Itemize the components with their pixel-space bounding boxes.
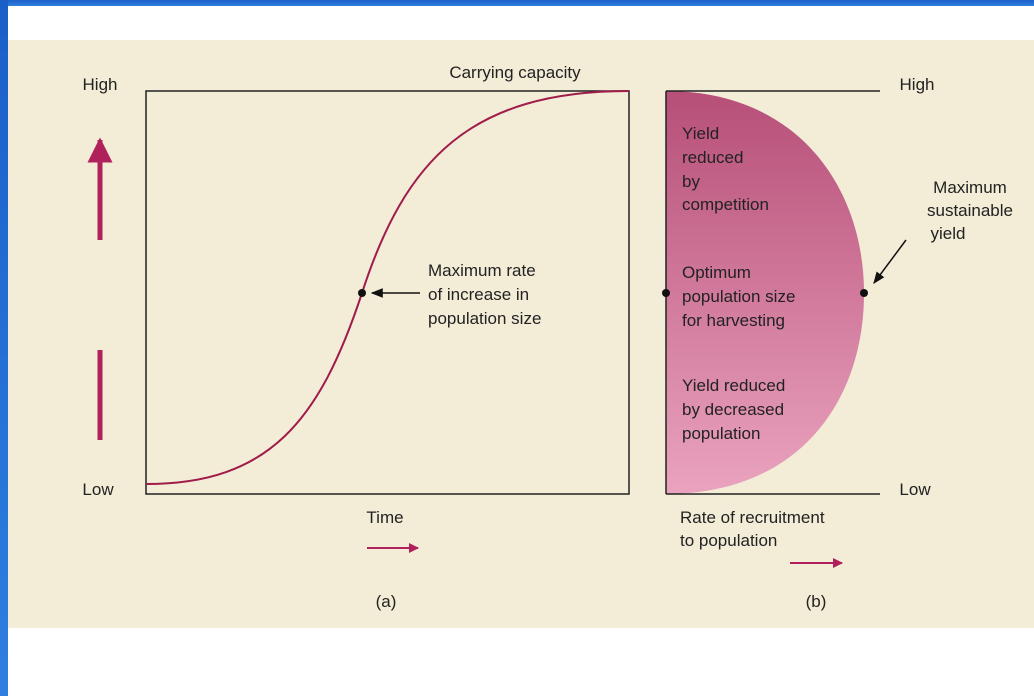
high-label: High (83, 75, 118, 94)
top-label: Carrying capacity (449, 63, 581, 82)
region-label: by (682, 172, 700, 191)
top-bar (0, 0, 1034, 6)
annotation: of increase in (428, 285, 529, 304)
plot-box (145, 90, 630, 495)
panel-a: High Low Carrying capacity Maximum rate … (82, 63, 630, 611)
region-label: for harvesting (682, 311, 785, 330)
annotation: yield (931, 224, 966, 243)
x-label: Rate of recruitment (680, 508, 825, 527)
point (662, 289, 670, 297)
x-label: to population (680, 531, 777, 550)
annotation: Maximum (933, 178, 1007, 197)
region-label: population (682, 424, 760, 443)
region-label: Yield reduced (682, 376, 785, 395)
figure-panel (8, 40, 1034, 628)
high-label: High (900, 75, 935, 94)
region-label: by decreased (682, 400, 784, 419)
point (860, 289, 868, 297)
yield-region (666, 91, 864, 494)
region-label: reduced (682, 148, 743, 167)
panel-b: High Low Yield reduced by competition Op… (662, 75, 1013, 611)
annotation: population size (428, 309, 541, 328)
region-label: population size (682, 287, 795, 306)
region-label: competition (682, 195, 769, 214)
point (358, 289, 366, 297)
left-bar (0, 0, 8, 696)
x-label: Time (366, 508, 403, 527)
annotation: sustainable (927, 201, 1013, 220)
pointer (873, 239, 907, 284)
region-label: Yield (682, 124, 719, 143)
low-label: Low (82, 480, 114, 499)
annotation: Maximum rate (428, 261, 536, 280)
region-label: Optimum (682, 263, 751, 282)
caption: (a) (376, 592, 397, 611)
low-label: Low (899, 480, 931, 499)
caption: (b) (806, 592, 827, 611)
